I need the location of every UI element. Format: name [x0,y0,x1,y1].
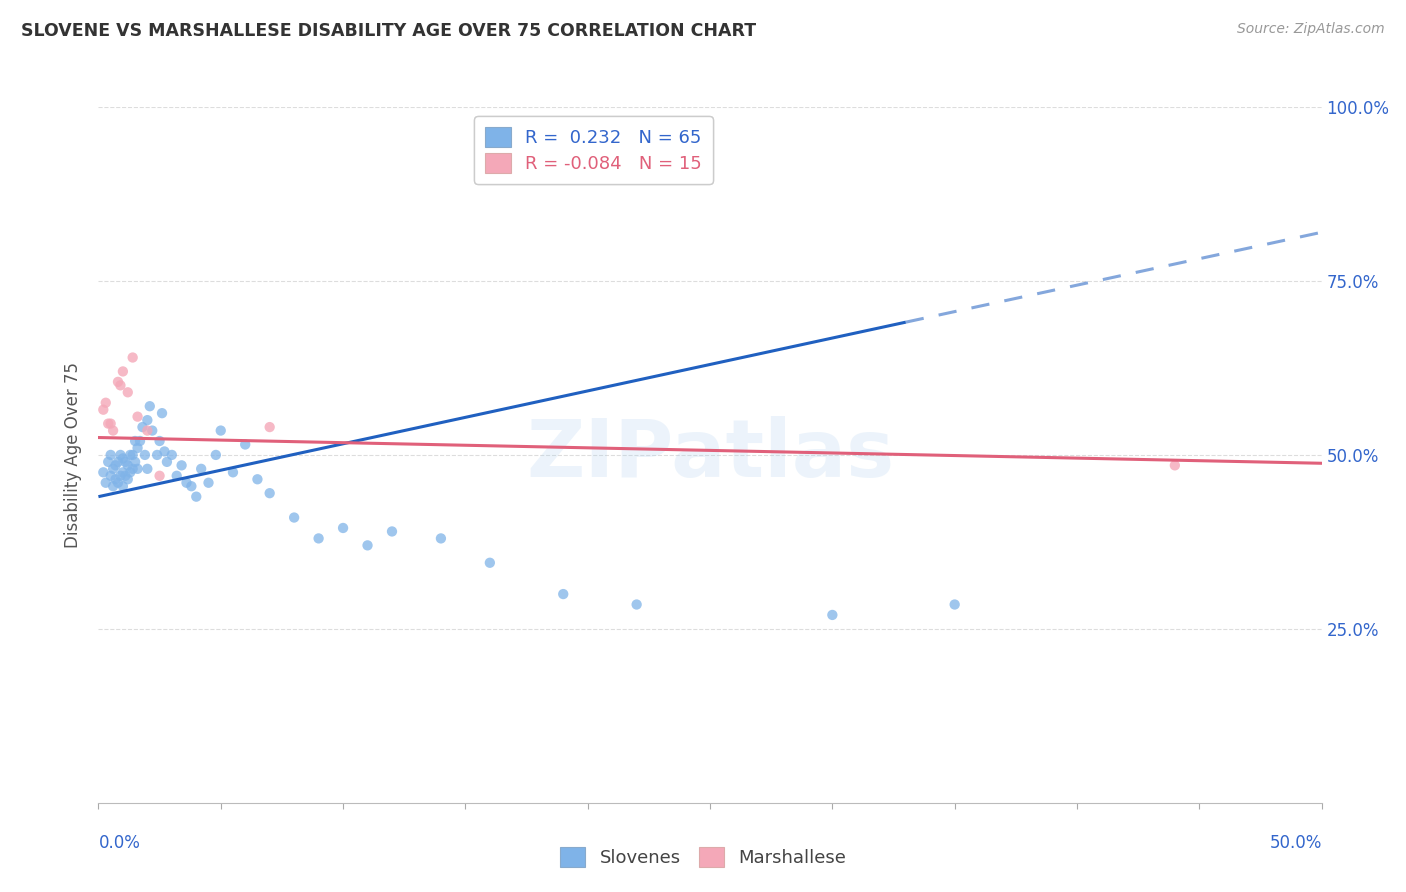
Text: SLOVENE VS MARSHALLESE DISABILITY AGE OVER 75 CORRELATION CHART: SLOVENE VS MARSHALLESE DISABILITY AGE OV… [21,22,756,40]
Point [117,472,139,486]
Point [246,472,269,486]
Point [1164,458,1187,473]
Text: 50.0%: 50.0% [1270,834,1322,852]
Point [100,448,122,462]
Point [121,448,143,462]
Point [356,538,378,552]
Point [101,479,124,493]
Point [186,490,208,504]
Point [124,434,146,448]
Point [107,455,129,469]
Point [124,455,146,469]
Point [94,396,117,410]
Point [127,409,149,424]
Point [478,556,501,570]
Point [136,424,159,438]
Point [110,468,132,483]
Point [91,466,114,480]
Point [259,420,281,434]
Point [222,466,245,480]
Point [97,455,120,469]
Point [100,417,122,431]
Point [101,424,124,438]
Point [107,475,129,490]
Point [127,441,149,455]
Point [91,402,114,417]
Point [117,385,139,400]
Point [136,462,159,476]
Point [197,475,219,490]
Point [153,444,176,458]
Point [104,472,127,486]
Point [430,532,453,546]
Point [381,524,404,539]
Point [139,399,162,413]
Point [111,364,134,378]
Point [111,479,134,493]
Point [114,455,136,469]
Point [170,458,193,473]
Text: ZIPatlas: ZIPatlas [526,416,894,494]
Legend: Slovenes, Marshallese: Slovenes, Marshallese [553,839,853,874]
Point [205,448,228,462]
Point [176,475,198,490]
Point [100,468,122,483]
Point [308,532,330,546]
Point [233,437,256,451]
Point [626,598,648,612]
Point [180,479,202,493]
Point [553,587,575,601]
Point [111,451,134,466]
Point [283,510,305,524]
Point [114,468,136,483]
Point [149,434,172,448]
Point [94,475,117,490]
Point [111,466,134,480]
Point [149,468,172,483]
Point [943,598,966,612]
Point [101,462,124,476]
Point [821,607,844,622]
Point [259,486,281,500]
Point [134,448,156,462]
Point [146,448,169,462]
Point [117,458,139,473]
Point [190,462,212,476]
Point [127,462,149,476]
Point [166,468,188,483]
Point [141,424,163,438]
Y-axis label: Disability Age Over 75: Disability Age Over 75 [65,362,83,548]
Point [160,448,183,462]
Point [121,351,143,365]
Point [110,448,132,462]
Point [150,406,173,420]
Point [120,448,142,462]
Text: 0.0%: 0.0% [98,834,141,852]
Point [209,424,232,438]
Point [136,413,159,427]
Point [131,420,153,434]
Legend: R =  0.232   N = 65, R = -0.084   N = 15: R = 0.232 N = 65, R = -0.084 N = 15 [474,116,713,184]
Point [110,378,132,392]
Point [332,521,354,535]
Point [120,466,142,480]
Point [129,434,152,448]
Point [107,375,129,389]
Point [104,458,127,473]
Point [121,462,143,476]
Point [156,455,179,469]
Text: Source: ZipAtlas.com: Source: ZipAtlas.com [1237,22,1385,37]
Point [97,417,120,431]
